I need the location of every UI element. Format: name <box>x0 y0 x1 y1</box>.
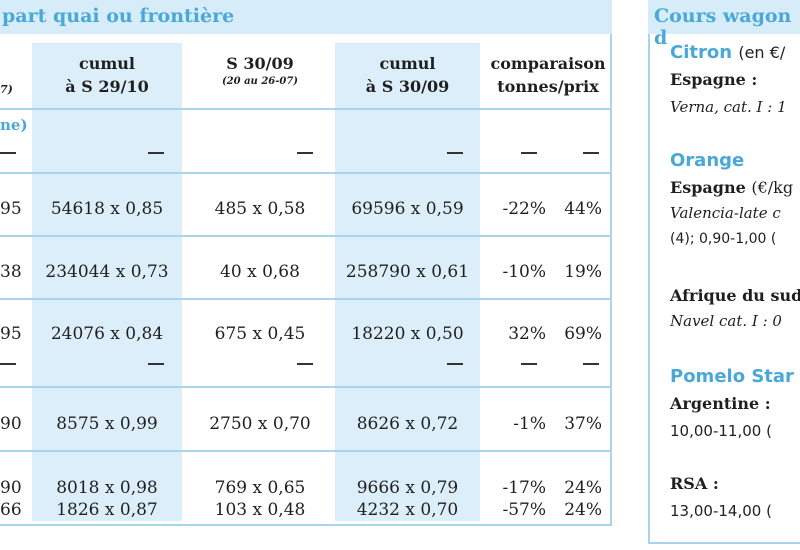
column-header-s3009: S 30/09 (20 au 26-07) <box>190 52 330 89</box>
column-header-comparaison: comparaison tonnes/prix <box>484 52 612 98</box>
column-header-3-line1: cumul <box>379 54 436 73</box>
row-2-c0: 95 <box>0 324 22 344</box>
row-3-c3: 8626 x 0,72 <box>356 414 459 434</box>
row-3-c0: 90 <box>0 414 22 434</box>
row-3-c1: 8575 x 0,99 <box>56 414 158 434</box>
argentine-label: Argentine : <box>670 394 771 413</box>
citron-unit: (en €/ <box>738 43 786 62</box>
row-4-c1: 8018 x 0,98 <box>56 478 158 498</box>
row-1-c1: 234044 x 0,73 <box>45 262 169 282</box>
espagne-label-1: Espagne : <box>670 70 758 89</box>
side-panel-header: Cours wagon d <box>648 0 800 49</box>
row-3-pct-prix: 37% <box>564 414 602 434</box>
rule-2 <box>0 235 610 237</box>
row-1-pct-prix: 19% <box>564 262 602 282</box>
rule-4 <box>0 386 610 388</box>
column-header-2-line1: S 30/09 <box>226 54 294 73</box>
rule-5 <box>0 450 610 452</box>
rule-header <box>0 108 610 110</box>
column-header-cumul-2910: cumul à S 29/10 <box>32 52 182 98</box>
orange-title: Orange <box>670 150 745 171</box>
side-panel-frame <box>648 34 800 544</box>
column-header-4-line2: tonnes/prix <box>497 77 599 96</box>
column-header-2-sub: (20 au 26-07) <box>221 76 299 87</box>
citron-heading: Citron (en €/ <box>670 42 785 63</box>
row-4-c0: 90 <box>0 478 22 498</box>
row-0-pct-tonnes: -22% <box>502 199 546 219</box>
rule-3 <box>0 298 610 300</box>
row-3-c2: 2750 x 0,70 <box>209 414 311 434</box>
column-header-cumul-3009: cumul à S 30/09 <box>335 52 480 98</box>
row-3-pct-tonnes: -1% <box>513 414 546 434</box>
row-2-c1: 24076 x 0,84 <box>50 324 164 344</box>
row-2-pct-tonnes: 32% <box>508 324 546 344</box>
row-1-c3: 258790 x 0,61 <box>345 262 470 282</box>
row-4-c2: 769 x 0,65 <box>214 478 306 498</box>
section-label: ne) <box>0 116 28 134</box>
verna-line: Verna, cat. I : 1 <box>670 98 787 116</box>
argentine-price: 10,00-11,00 ( <box>670 422 772 440</box>
row-5-pct-prix: 24% <box>564 500 602 520</box>
row-1-c0: 38 <box>0 262 22 282</box>
pomelo-title: Pomelo Star <box>670 366 794 387</box>
row-2-c3: 18220 x 0,50 <box>351 324 464 344</box>
column-header-4-line1: comparaison <box>490 54 606 73</box>
rule-1 <box>0 172 610 174</box>
afrique-label: Afrique du sud <box>670 286 800 305</box>
row-5-pct-tonnes: -57% <box>502 500 546 520</box>
table-section-title: part quai ou frontière <box>2 5 235 27</box>
row-5-c1: 1826 x 0,87 <box>56 500 158 520</box>
row-5-c0: 66 <box>0 500 22 520</box>
row-0-c2: 485 x 0,58 <box>214 199 306 219</box>
row-5-c3: 4232 x 0,70 <box>356 500 459 520</box>
column-band-cumul-3009 <box>335 43 480 521</box>
table-frame <box>0 34 612 526</box>
rsa-price: 13,00-14,00 ( <box>670 502 772 520</box>
row-0-c3: 69596 x 0,59 <box>351 199 464 219</box>
navel-line: Navel cat. I : 0 <box>670 312 782 330</box>
column-band-cumul-2910 <box>32 43 182 521</box>
citron-title: Citron <box>670 42 733 63</box>
row-2-c2: 675 x 0,45 <box>214 324 306 344</box>
row-4-pct-prix: 24% <box>564 478 602 498</box>
espagne-label-2: Espagne (€/kg <box>670 178 793 197</box>
row-0-c1: 54618 x 0,85 <box>50 199 164 219</box>
column-header-0-line2: 7) <box>0 83 13 96</box>
table-section-header: part quai ou frontière <box>0 0 612 34</box>
valencia-line: Valencia-late c <box>670 204 781 222</box>
row-1-c2: 40 x 0,68 <box>220 262 300 282</box>
row-4-pct-tonnes: -17% <box>502 478 546 498</box>
column-header-1-line2: à S 29/10 <box>65 77 149 96</box>
rsa-label: RSA : <box>670 474 719 493</box>
column-header-0: 7) <box>0 76 30 101</box>
valencia-price: (4); 0,90-1,00 ( <box>670 231 777 247</box>
espagne-2-name: Espagne <box>670 178 746 197</box>
row-4-c3: 9666 x 0,79 <box>356 478 459 498</box>
side-panel-title: Cours wagon d <box>654 5 792 49</box>
column-header-1-line1: cumul <box>78 54 135 73</box>
row-5-c2: 103 x 0,48 <box>214 500 306 520</box>
column-header-3-line2: à S 30/09 <box>365 77 450 96</box>
row-1-pct-tonnes: -10% <box>502 262 546 282</box>
row-0-c0: 95 <box>0 199 22 219</box>
espagne-2-unit: (€/kg <box>751 178 794 197</box>
row-0-pct-prix: 44% <box>564 199 602 219</box>
row-2-pct-prix: 69% <box>564 324 602 344</box>
